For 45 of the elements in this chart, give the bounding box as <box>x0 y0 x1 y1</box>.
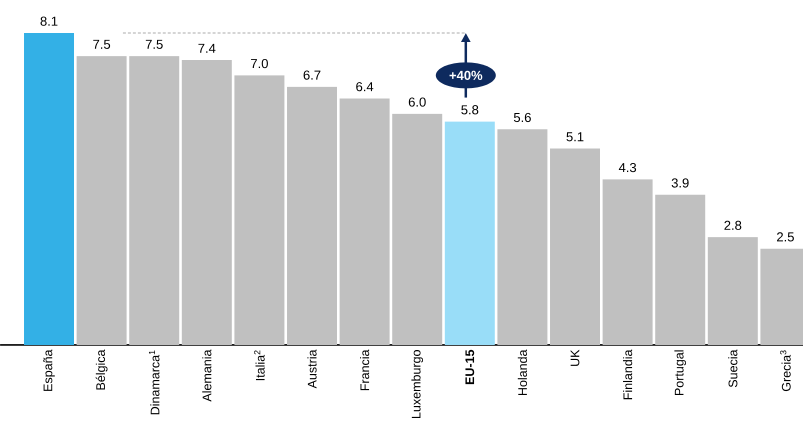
x-tick-label: Portugal <box>674 350 686 396</box>
data-label: 5.6 <box>514 112 531 122</box>
bar <box>602 179 653 345</box>
data-label: 8.1 <box>40 16 58 26</box>
x-tick-label: UK <box>570 350 580 366</box>
bar <box>76 56 127 345</box>
data-label: 6.4 <box>356 82 374 92</box>
x-tick-label: EU-15 <box>465 350 474 384</box>
x-tick-label: Italia$^{2}$ <box>254 350 265 380</box>
bar <box>392 114 442 345</box>
x-tick-label: Grecia$^{3}$ <box>780 350 791 392</box>
x-tick-label: Suecia <box>728 350 738 388</box>
data-label: 7.0 <box>251 58 268 68</box>
bar <box>129 56 180 345</box>
x-tick-label: Alemania <box>202 350 212 402</box>
annotation: +40% <box>450 70 482 80</box>
x-tick-label: Holanda <box>518 350 527 396</box>
data-label: 5.8 <box>461 105 478 114</box>
data-label: 4.3 <box>618 162 636 172</box>
bar <box>708 237 758 345</box>
data-label: 2.5 <box>777 232 794 242</box>
data-label: 2.8 <box>724 220 742 230</box>
bar <box>182 60 232 345</box>
data-label: 6.0 <box>408 97 426 107</box>
x-tick-label: Bélgica <box>96 350 108 390</box>
bar <box>497 129 548 345</box>
bar <box>444 122 495 345</box>
bar <box>287 86 338 345</box>
x-tick-label: Luxemburgo <box>411 350 424 418</box>
x-tick-label: Francia <box>360 350 370 390</box>
x-tick-label: Austria <box>307 350 317 388</box>
bar <box>24 32 74 345</box>
bar <box>550 148 600 345</box>
data-label: 7.5 <box>146 40 163 49</box>
data-label: 5.1 <box>566 132 584 142</box>
bar <box>340 98 390 345</box>
x-tick-label: Finlandia <box>623 350 632 400</box>
data-label: 7.5 <box>93 40 110 49</box>
x-tick-label: España <box>43 350 55 391</box>
x-tick-label: Dinamarca$^{1}$ <box>148 350 160 414</box>
bar <box>234 75 284 345</box>
bar <box>655 194 706 345</box>
data-label: 6.7 <box>304 70 320 80</box>
data-label: 3.9 <box>672 178 689 188</box>
data-label: 7.4 <box>198 44 216 53</box>
